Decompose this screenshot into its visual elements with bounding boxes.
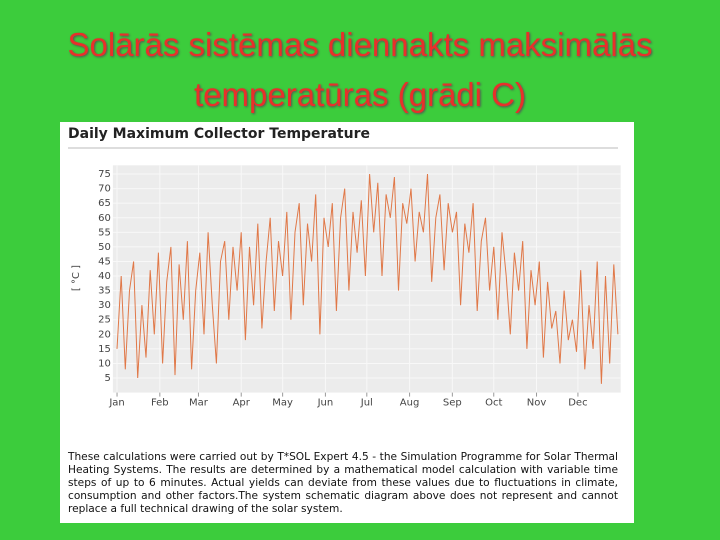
- y-axis-label: [ °C ]: [71, 265, 82, 291]
- y-tick-label: 60: [98, 213, 111, 224]
- x-tick-label: Oct: [485, 398, 502, 409]
- data-line: [116, 173, 619, 384]
- x-tick-label: Apr: [233, 398, 251, 409]
- y-tick-label: 70: [98, 184, 111, 195]
- y-tick-label: 35: [98, 286, 111, 297]
- y-tick-label: 45: [98, 256, 111, 267]
- x-tick-label: Aug: [400, 398, 420, 409]
- y-tick-label: 15: [98, 344, 111, 355]
- x-tick-label: Nov: [527, 398, 547, 409]
- x-tick-label: Jun: [317, 398, 334, 409]
- x-tick-label: Feb: [151, 398, 169, 409]
- y-tick-label: 75: [98, 169, 111, 180]
- y-tick-label: 50: [98, 242, 111, 253]
- x-tick-label: Dec: [568, 398, 587, 409]
- note: These calculations were carried out by T…: [68, 451, 618, 515]
- y-tick-label: 30: [98, 300, 111, 311]
- y-tick-label: 20: [98, 329, 111, 340]
- chart-title: Daily Maximum Collector Temperature: [68, 126, 370, 142]
- y-tick-label: 5: [105, 373, 111, 384]
- y-tick-label: 40: [98, 271, 111, 282]
- y-tick-label: 55: [98, 227, 111, 238]
- y-tick-label: 10: [98, 358, 111, 369]
- x-tick-label: Jan: [108, 398, 124, 409]
- slide-title: Solārās sistēmas diennakts maksimālās te…: [67, 26, 653, 113]
- y-tick-label: 65: [98, 198, 111, 209]
- x-tick-label: May: [272, 398, 293, 409]
- x-tick-label: Jul: [360, 398, 373, 409]
- y-tick-label: 25: [98, 315, 111, 326]
- x-tick-label: Mar: [189, 398, 209, 409]
- x-tick-label: Sep: [443, 398, 462, 409]
